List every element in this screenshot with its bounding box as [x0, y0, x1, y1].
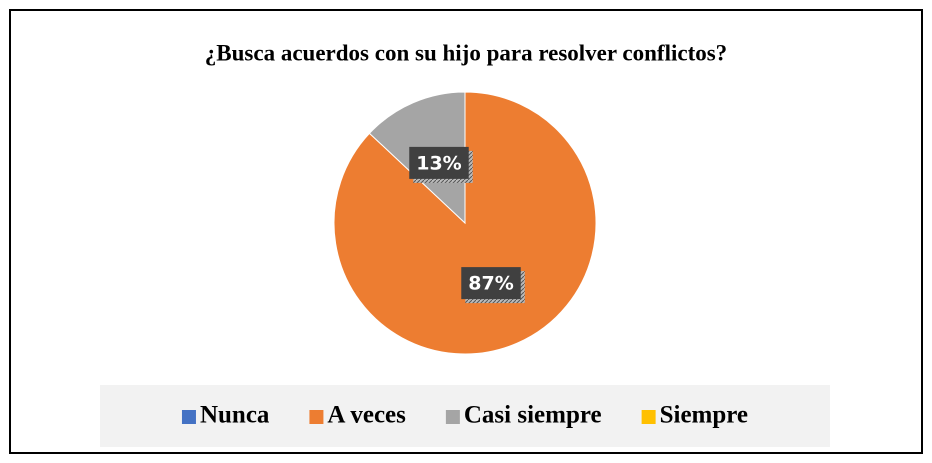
data-label-text: 13% — [416, 152, 461, 174]
chart-title: ¿Busca acuerdos con su hijo para resolve… — [205, 40, 727, 65]
data-label-box — [409, 146, 469, 179]
data-label-text: 87% — [468, 273, 513, 295]
legend-swatch — [641, 410, 656, 424]
legend-label: Siempre — [660, 402, 748, 429]
legend-label: Casi siempre — [464, 402, 602, 429]
data-label-box — [461, 267, 521, 300]
legend-swatch — [445, 410, 460, 424]
legend-label: Nunca — [200, 402, 270, 429]
legend-swatch — [181, 410, 196, 424]
legend-swatch — [309, 410, 324, 424]
legend-box — [100, 385, 830, 447]
legend-label: A veces — [327, 402, 406, 429]
